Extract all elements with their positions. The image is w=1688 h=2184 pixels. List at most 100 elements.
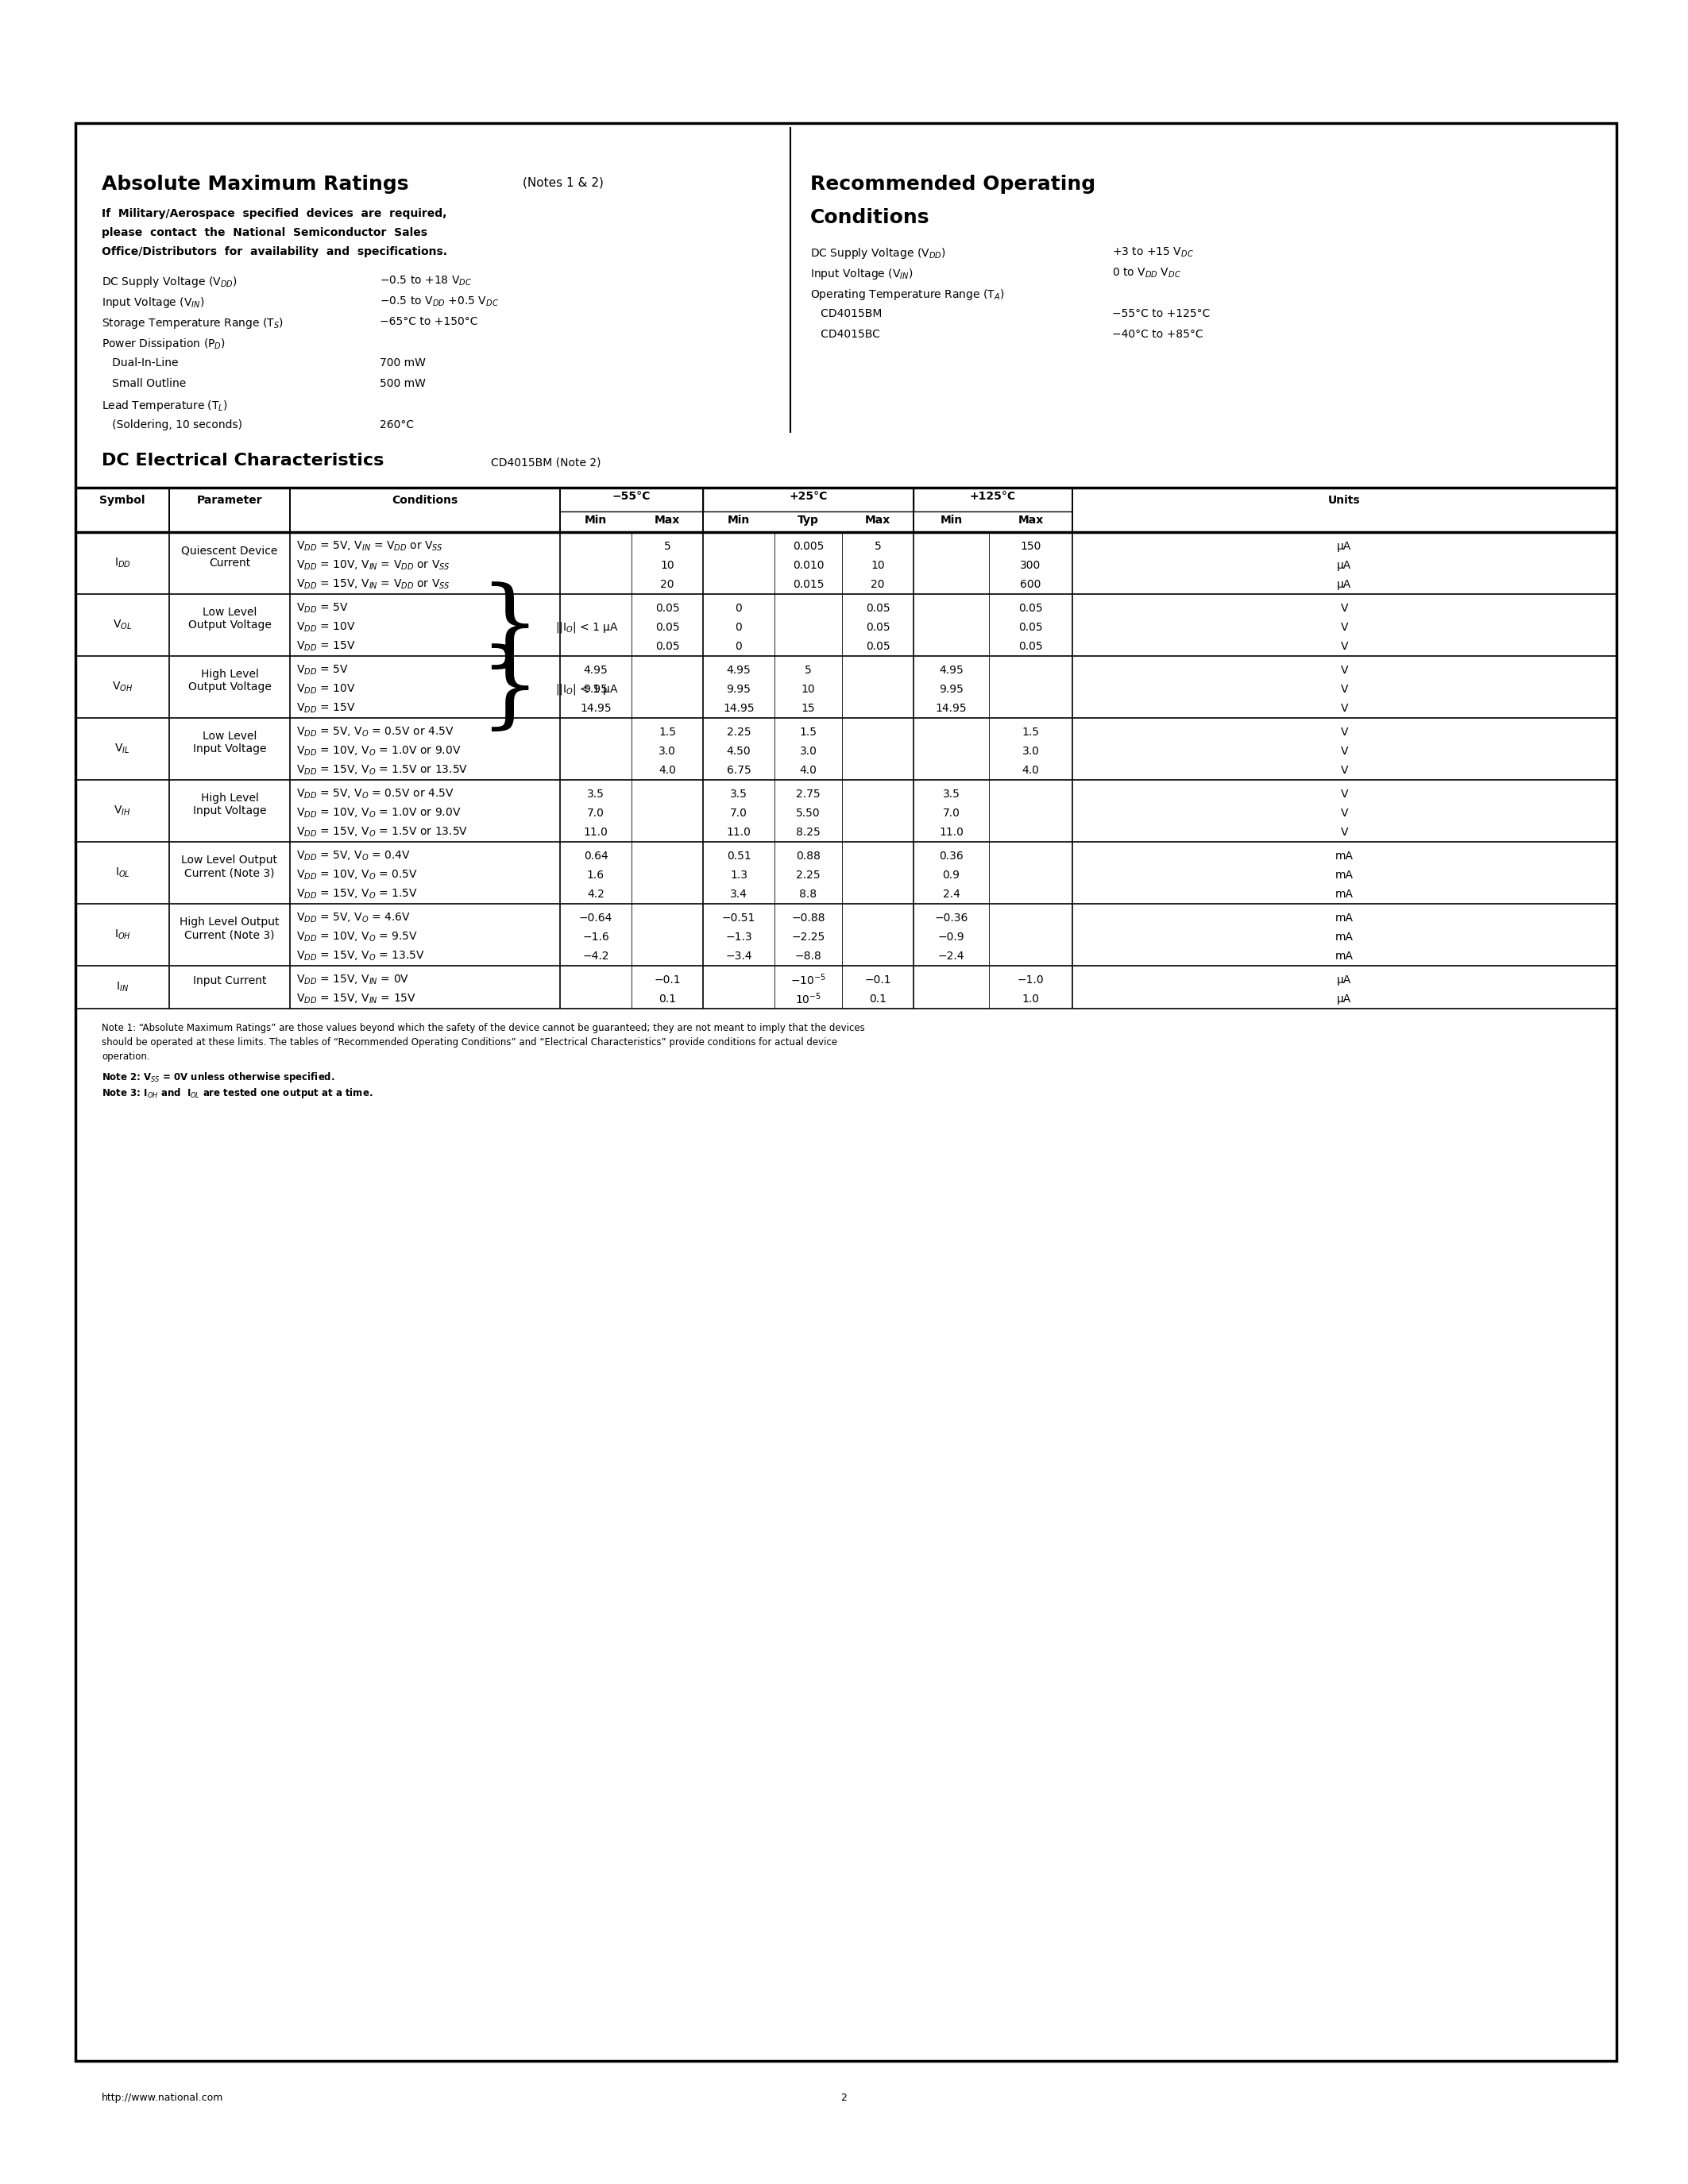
Text: Max: Max — [1018, 515, 1043, 526]
Text: μA: μA — [1337, 559, 1352, 570]
Text: 20: 20 — [660, 579, 674, 590]
Text: V$_{DD}$ = 10V: V$_{DD}$ = 10V — [297, 684, 356, 697]
Text: V$_{DD}$ = 10V, V$_O$ = 1.0V or 9.0V: V$_{DD}$ = 10V, V$_O$ = 1.0V or 9.0V — [297, 745, 461, 758]
Text: 0.1: 0.1 — [658, 994, 675, 1005]
Text: −2.4: −2.4 — [939, 950, 964, 961]
Text: V$_{OH}$: V$_{OH}$ — [111, 681, 133, 695]
Text: Low Level Output: Low Level Output — [182, 854, 277, 865]
Text: I$_{OL}$: I$_{OL}$ — [115, 867, 130, 880]
Text: −0.88: −0.88 — [792, 913, 825, 924]
Text: 150: 150 — [1020, 542, 1041, 553]
Text: Note 2: V$_{SS}$ = 0V unless otherwise specified.: Note 2: V$_{SS}$ = 0V unless otherwise s… — [101, 1070, 334, 1083]
Text: Storage Temperature Range (T$_{S}$): Storage Temperature Range (T$_{S}$) — [101, 317, 284, 330]
Text: 300: 300 — [1020, 559, 1041, 570]
Text: http://www.national.com: http://www.national.com — [101, 2092, 223, 2103]
Text: Output Voltage: Output Voltage — [187, 681, 272, 692]
Text: 4.0: 4.0 — [800, 764, 817, 775]
Text: 7.0: 7.0 — [587, 808, 604, 819]
Text: μA: μA — [1337, 542, 1352, 553]
Text: Dual-In-Line: Dual-In-Line — [101, 358, 179, 369]
Text: 1.5: 1.5 — [1021, 727, 1040, 738]
Text: Note 3: I$_{OH}$ and  I$_{OL}$ are tested one output at a time.: Note 3: I$_{OH}$ and I$_{OL}$ are tested… — [101, 1085, 373, 1101]
Text: DC Supply Voltage (V$_{DD}$): DC Supply Voltage (V$_{DD}$) — [810, 247, 945, 260]
Text: 6.75: 6.75 — [726, 764, 751, 775]
Text: 0 to V$_{DD}$ V$_{DC}$: 0 to V$_{DD}$ V$_{DC}$ — [1112, 266, 1182, 280]
Text: V$_{DD}$ = 15V, V$_O$ = 1.5V or 13.5V: V$_{DD}$ = 15V, V$_O$ = 1.5V or 13.5V — [297, 826, 468, 839]
Text: please  contact  the  National  Semiconductor  Sales: please contact the National Semiconducto… — [101, 227, 427, 238]
Text: V: V — [1340, 603, 1349, 614]
Text: V: V — [1340, 745, 1349, 758]
Text: V: V — [1340, 808, 1349, 819]
Text: V$_{DD}$ = 5V: V$_{DD}$ = 5V — [297, 603, 348, 616]
Text: 1.5: 1.5 — [800, 727, 817, 738]
Text: Quiescent Device: Quiescent Device — [181, 544, 279, 557]
Text: 5.50: 5.50 — [797, 808, 820, 819]
Text: 14.95: 14.95 — [581, 703, 611, 714]
Text: V: V — [1340, 664, 1349, 675]
Text: 5: 5 — [663, 542, 670, 553]
Text: 0.05: 0.05 — [655, 640, 679, 653]
Text: Conditions: Conditions — [810, 207, 930, 227]
Text: −0.1: −0.1 — [864, 974, 891, 985]
Text: 9.95: 9.95 — [939, 684, 964, 695]
Text: 8.25: 8.25 — [797, 828, 820, 839]
Text: V: V — [1340, 828, 1349, 839]
Text: V$_{DD}$ = 5V, V$_O$ = 0.4V: V$_{DD}$ = 5V, V$_O$ = 0.4V — [297, 850, 410, 863]
Text: Output Voltage: Output Voltage — [187, 620, 272, 631]
Text: High Level Output: High Level Output — [179, 917, 280, 928]
Text: V$_{DD}$ = 10V, V$_O$ = 0.5V: V$_{DD}$ = 10V, V$_O$ = 0.5V — [297, 869, 419, 882]
Text: V$_{DD}$ = 15V: V$_{DD}$ = 15V — [297, 640, 356, 653]
Text: ||I$_O$| < 1 μA: ||I$_O$| < 1 μA — [555, 620, 619, 636]
Text: ||I$_O$| < 1 μA: ||I$_O$| < 1 μA — [555, 681, 619, 697]
Text: Units: Units — [1328, 496, 1361, 507]
Text: 5: 5 — [805, 664, 812, 675]
Text: 3.0: 3.0 — [1021, 745, 1040, 758]
Text: Min: Min — [584, 515, 608, 526]
Text: 0.05: 0.05 — [866, 622, 890, 633]
Text: −0.5 to V$_{DD}$ +0.5 V$_{DC}$: −0.5 to V$_{DD}$ +0.5 V$_{DC}$ — [380, 295, 498, 308]
Text: 0: 0 — [736, 603, 743, 614]
Text: 15: 15 — [802, 703, 815, 714]
Text: 7.0: 7.0 — [942, 808, 960, 819]
Text: 600: 600 — [1020, 579, 1041, 590]
Text: I$_{DD}$: I$_{DD}$ — [115, 557, 130, 570]
Text: −3.4: −3.4 — [726, 950, 753, 961]
Text: 4.0: 4.0 — [1021, 764, 1040, 775]
Text: Current (Note 3): Current (Note 3) — [184, 928, 275, 941]
Text: mA: mA — [1335, 850, 1354, 863]
Text: 0.05: 0.05 — [655, 603, 679, 614]
Text: V$_{DD}$ = 15V, V$_{IN}$ = 0V: V$_{DD}$ = 15V, V$_{IN}$ = 0V — [297, 974, 408, 987]
Text: Min: Min — [728, 515, 749, 526]
Text: Max: Max — [655, 515, 680, 526]
Text: −55°C: −55°C — [613, 491, 652, 502]
Text: 10$^{-5}$: 10$^{-5}$ — [795, 992, 822, 1007]
Text: 0.05: 0.05 — [866, 603, 890, 614]
Text: 0.88: 0.88 — [797, 850, 820, 863]
Text: Input Voltage: Input Voltage — [192, 806, 267, 817]
Text: V$_{OL}$: V$_{OL}$ — [113, 618, 132, 631]
Text: +3 to +15 V$_{DC}$: +3 to +15 V$_{DC}$ — [1112, 247, 1193, 260]
Text: High Level: High Level — [201, 793, 258, 804]
Text: V: V — [1340, 703, 1349, 714]
Text: 1.5: 1.5 — [658, 727, 675, 738]
Text: should be operated at these limits. The tables of “Recommended Operating Conditi: should be operated at these limits. The … — [101, 1037, 837, 1048]
Text: 0.05: 0.05 — [1018, 640, 1043, 653]
Text: −65°C to +150°C: −65°C to +150°C — [380, 317, 478, 328]
Text: Power Dissipation (P$_{D}$): Power Dissipation (P$_{D}$) — [101, 336, 226, 352]
Text: Lead Temperature (T$_{L}$): Lead Temperature (T$_{L}$) — [101, 400, 228, 413]
Text: Operating Temperature Range (T$_{A}$): Operating Temperature Range (T$_{A}$) — [810, 288, 1004, 301]
Text: DC Electrical Characteristics: DC Electrical Characteristics — [101, 452, 383, 470]
Text: μA: μA — [1337, 579, 1352, 590]
Text: 3.5: 3.5 — [942, 788, 960, 799]
Text: 10: 10 — [660, 559, 674, 570]
Text: Input Voltage (V$_{IN}$): Input Voltage (V$_{IN}$) — [101, 295, 204, 310]
Text: −1.6: −1.6 — [582, 933, 609, 943]
Text: Max: Max — [864, 515, 891, 526]
Text: 500 mW: 500 mW — [380, 378, 425, 389]
Text: CD4015BC: CD4015BC — [810, 330, 879, 341]
Text: 10: 10 — [802, 684, 815, 695]
Text: 0.005: 0.005 — [793, 542, 824, 553]
Text: 0: 0 — [736, 640, 743, 653]
Text: 0.05: 0.05 — [1018, 622, 1043, 633]
Text: V$_{DD}$ = 5V, V$_O$ = 0.5V or 4.5V: V$_{DD}$ = 5V, V$_O$ = 0.5V or 4.5V — [297, 788, 454, 802]
